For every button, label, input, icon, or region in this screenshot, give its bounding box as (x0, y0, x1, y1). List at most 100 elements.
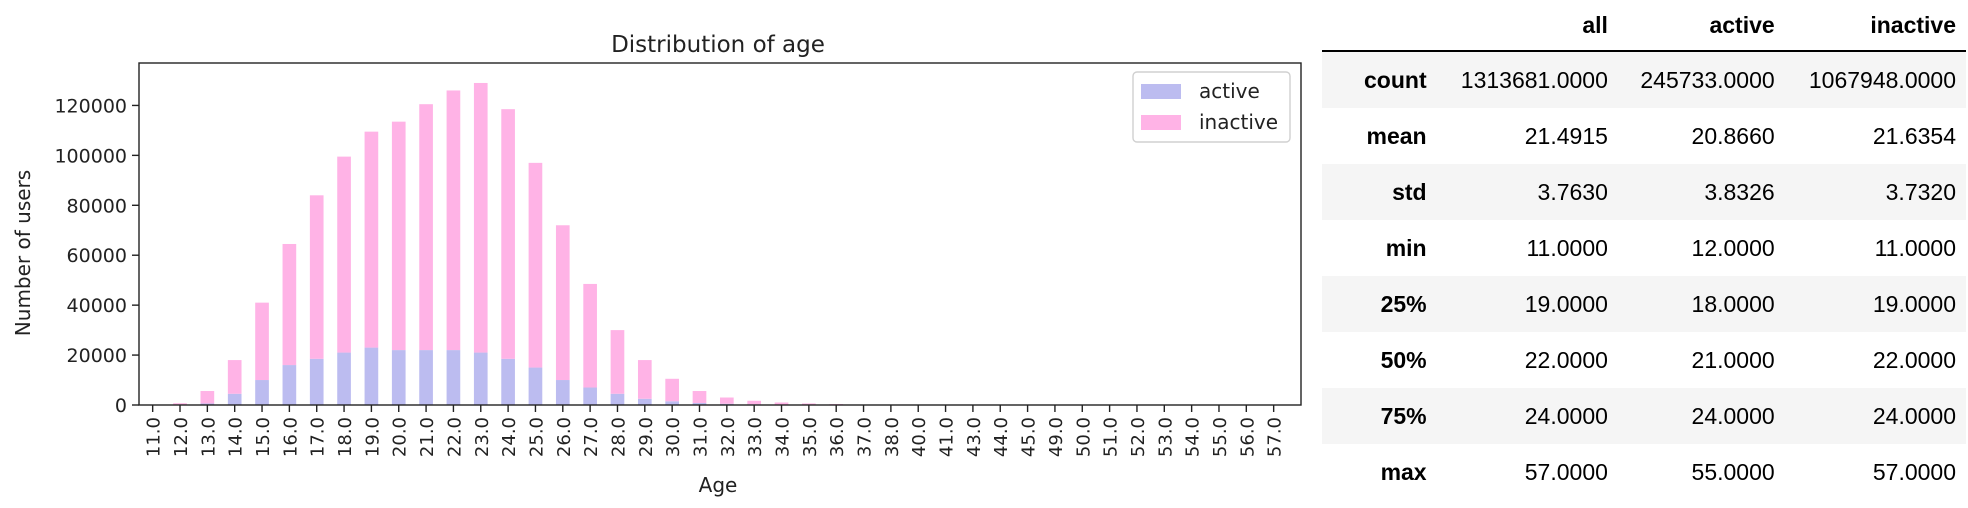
x-tick-label: 13.0 (198, 417, 219, 457)
stats-cell-active: 12.0000 (1691, 234, 1775, 261)
stats-cell-inactive: 3.7320 (1885, 178, 1956, 205)
bar-active-31.0 (692, 403, 707, 405)
stats-row-3: min 11.0000 12.0000 11.0000 (1322, 220, 1966, 276)
bar-active-22.0 (446, 350, 461, 405)
bar-inactive-26.0 (555, 225, 570, 381)
x-tick-label: 33.0 (745, 417, 766, 457)
x-tick-label: 34.0 (773, 417, 794, 457)
bar-active-25.0 (528, 367, 543, 405)
describe-stats-table: all active inactive count 1313681.0000 245… (1322, 0, 1966, 508)
stats-cell-all: 22.0000 (1524, 346, 1608, 373)
stats-cell-active: 21.0000 (1691, 346, 1775, 373)
bar-inactive-32.0 (720, 397, 734, 404)
bar-active-16.0 (282, 365, 297, 405)
stats-body: count 1313681.0000 245733.0000 1067948.0000… (1322, 51, 1966, 500)
x-tick-label: 38.0 (882, 417, 903, 457)
stats-row-label: count (1364, 66, 1427, 93)
stats-cell-active: 24.0000 (1691, 402, 1775, 429)
stats-cell-inactive: 1067948.0000 (1808, 66, 1956, 93)
chart-canvas: Distribution of age Number of users Age … (11, 32, 1302, 497)
bar-active-23.0 (473, 352, 488, 405)
stats-cell-all: 57.0000 (1524, 458, 1608, 485)
stats-cell-active: 3.8326 (1704, 178, 1775, 205)
x-tick-label: 20.0 (390, 417, 411, 457)
stats-header-active: active (1617, 0, 1785, 52)
bar-inactive-24.0 (501, 109, 515, 359)
x-tick-label: 17.0 (308, 417, 329, 457)
bar-inactive-22.0 (446, 90, 461, 351)
x-tick-label: 31.0 (690, 417, 711, 457)
x-tick-label: 45.0 (1019, 417, 1040, 457)
stats-row-label: mean (1366, 122, 1427, 149)
bar-active-21.0 (419, 350, 433, 405)
x-tick-label: 25.0 (526, 417, 547, 457)
stats-row-label: 25% (1380, 290, 1427, 317)
bar-active-20.0 (391, 350, 406, 405)
bar-inactive-14.0 (227, 360, 242, 394)
x-tick-label: 29.0 (636, 417, 657, 457)
y-axis: 0 20000 40000 60000 80000 100000 120000 (54, 95, 139, 417)
stats-cell-all: 3.7630 (1537, 178, 1608, 205)
stats-cell-all: 11.0000 (1526, 234, 1608, 261)
stats-row-1: mean 21.4915 20.8660 21.6354 (1322, 108, 1966, 164)
x-tick-label: 50.0 (1073, 417, 1094, 457)
stats-cell-all: 1313681.0000 (1460, 66, 1608, 93)
bar-active-19.0 (364, 347, 379, 405)
x-tick-label: 28.0 (608, 417, 629, 457)
bar-active-15.0 (255, 380, 269, 405)
bar-inactive-25.0 (528, 162, 543, 368)
y-axis-label: Number of users (11, 170, 35, 336)
x-tick-label: 32.0 (718, 417, 739, 457)
x-tick-label: 52.0 (1128, 417, 1149, 457)
bar-inactive-18.0 (337, 156, 351, 353)
stats-row-5: 50% 22.0000 21.0000 22.0000 (1322, 332, 1966, 388)
stats-header-row: all active inactive (1322, 0, 1966, 52)
x-tick-label: 41.0 (937, 417, 958, 457)
stats-cell-active: 20.8660 (1691, 122, 1775, 149)
bar-active-30.0 (665, 401, 679, 405)
stats-row-label: 75% (1380, 402, 1427, 429)
stats-row-label: 50% (1380, 346, 1427, 373)
bar-active-26.0 (555, 380, 570, 405)
x-tick-label: 21.0 (417, 417, 438, 457)
bar-active-14.0 (227, 393, 242, 405)
bar-inactive-31.0 (692, 391, 707, 404)
x-tick-label: 44.0 (991, 417, 1012, 457)
y-tick-label: 0 (115, 395, 127, 417)
legend: active inactive (1132, 71, 1291, 143)
x-tick-label: 23.0 (472, 417, 493, 457)
x-tick-label: 26.0 (554, 417, 575, 457)
x-tick-label: 51.0 (1101, 417, 1122, 457)
stats-table: all active inactive count 1313681.0000 245… (1322, 0, 1966, 500)
bar-inactive-12.0 (173, 403, 187, 405)
bar-inactive-13.0 (200, 391, 215, 404)
bar-inactive-15.0 (255, 302, 269, 381)
x-tick-label: 55.0 (1210, 417, 1231, 457)
stats-cell-inactive: 24.0000 (1872, 402, 1956, 429)
bar-inactive-27.0 (583, 283, 597, 388)
stats-row-label: max (1380, 458, 1427, 485)
bar-inactive-29.0 (637, 360, 652, 399)
x-tick-label: 15.0 (253, 417, 274, 457)
stats-cell-all: 19.0000 (1524, 290, 1608, 317)
legend-swatch-inactive (1141, 115, 1181, 130)
bar-inactive-21.0 (419, 104, 433, 351)
stats-cell-all: 24.0000 (1524, 402, 1608, 429)
bar-inactive-19.0 (364, 131, 379, 348)
x-axis-label: Age (699, 473, 738, 497)
x-tick-label: 36.0 (827, 417, 848, 457)
x-tick-label: 49.0 (1046, 417, 1067, 457)
stats-cell-inactive: 22.0000 (1872, 346, 1956, 373)
legend-label-inactive: inactive (1199, 110, 1278, 134)
bar-inactive-20.0 (391, 121, 406, 351)
x-tick-label: 43.0 (964, 417, 985, 457)
stats-cell-inactive: 21.6354 (1872, 122, 1956, 149)
stats-cell-active: 245733.0000 (1640, 66, 1775, 93)
stats-header-index (1322, 0, 1437, 52)
x-tick-label: 27.0 (581, 417, 602, 457)
x-tick-label: 12.0 (171, 417, 192, 457)
y-tick-label: 60000 (67, 245, 127, 267)
x-tick-label: 11.0 (144, 417, 165, 457)
x-tick-label: 16.0 (280, 417, 301, 457)
x-axis: 11.0 12.0 13.0 14.0 15.0 16.0 17.0 18.0 19.0 20.0… (144, 405, 1286, 457)
